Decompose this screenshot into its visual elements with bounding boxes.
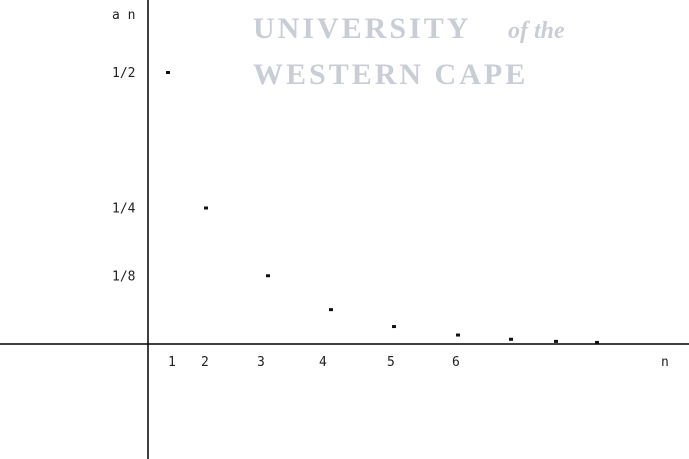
data-point	[266, 274, 270, 278]
y-tick-label: 1/8	[112, 269, 135, 284]
x-tick-label: 5	[387, 355, 395, 370]
data-points	[166, 71, 599, 344]
data-point	[456, 333, 460, 337]
data-point	[329, 308, 333, 312]
y-tick-labels: 1/2 1/4 1/8	[112, 66, 136, 284]
watermark-line2: WESTERN CAPE	[253, 58, 528, 91]
watermark-line1-italic: of the	[508, 18, 565, 44]
x-tick-label: 2	[201, 355, 209, 370]
x-tick-label: 3	[257, 355, 265, 370]
watermark: UNIVERSITY of the WESTERN CAPE	[253, 12, 565, 91]
y-tick-label: 1/2	[112, 66, 135, 81]
data-point	[204, 206, 208, 210]
x-tick-label: 1	[168, 355, 176, 370]
y-axis-label: a n	[112, 8, 135, 23]
data-point	[595, 340, 599, 344]
data-point	[166, 71, 170, 74]
x-tick-labels: 1 2 3 4 5 6	[168, 355, 460, 370]
x-tick-label: 4	[319, 355, 327, 370]
data-point	[554, 339, 558, 343]
y-tick-label: 1/4	[112, 202, 136, 217]
data-point	[392, 325, 396, 329]
watermark-line1: UNIVERSITY	[253, 12, 471, 45]
data-point	[509, 337, 513, 341]
x-axis-label: n	[661, 355, 669, 370]
x-tick-label: 6	[452, 355, 460, 370]
